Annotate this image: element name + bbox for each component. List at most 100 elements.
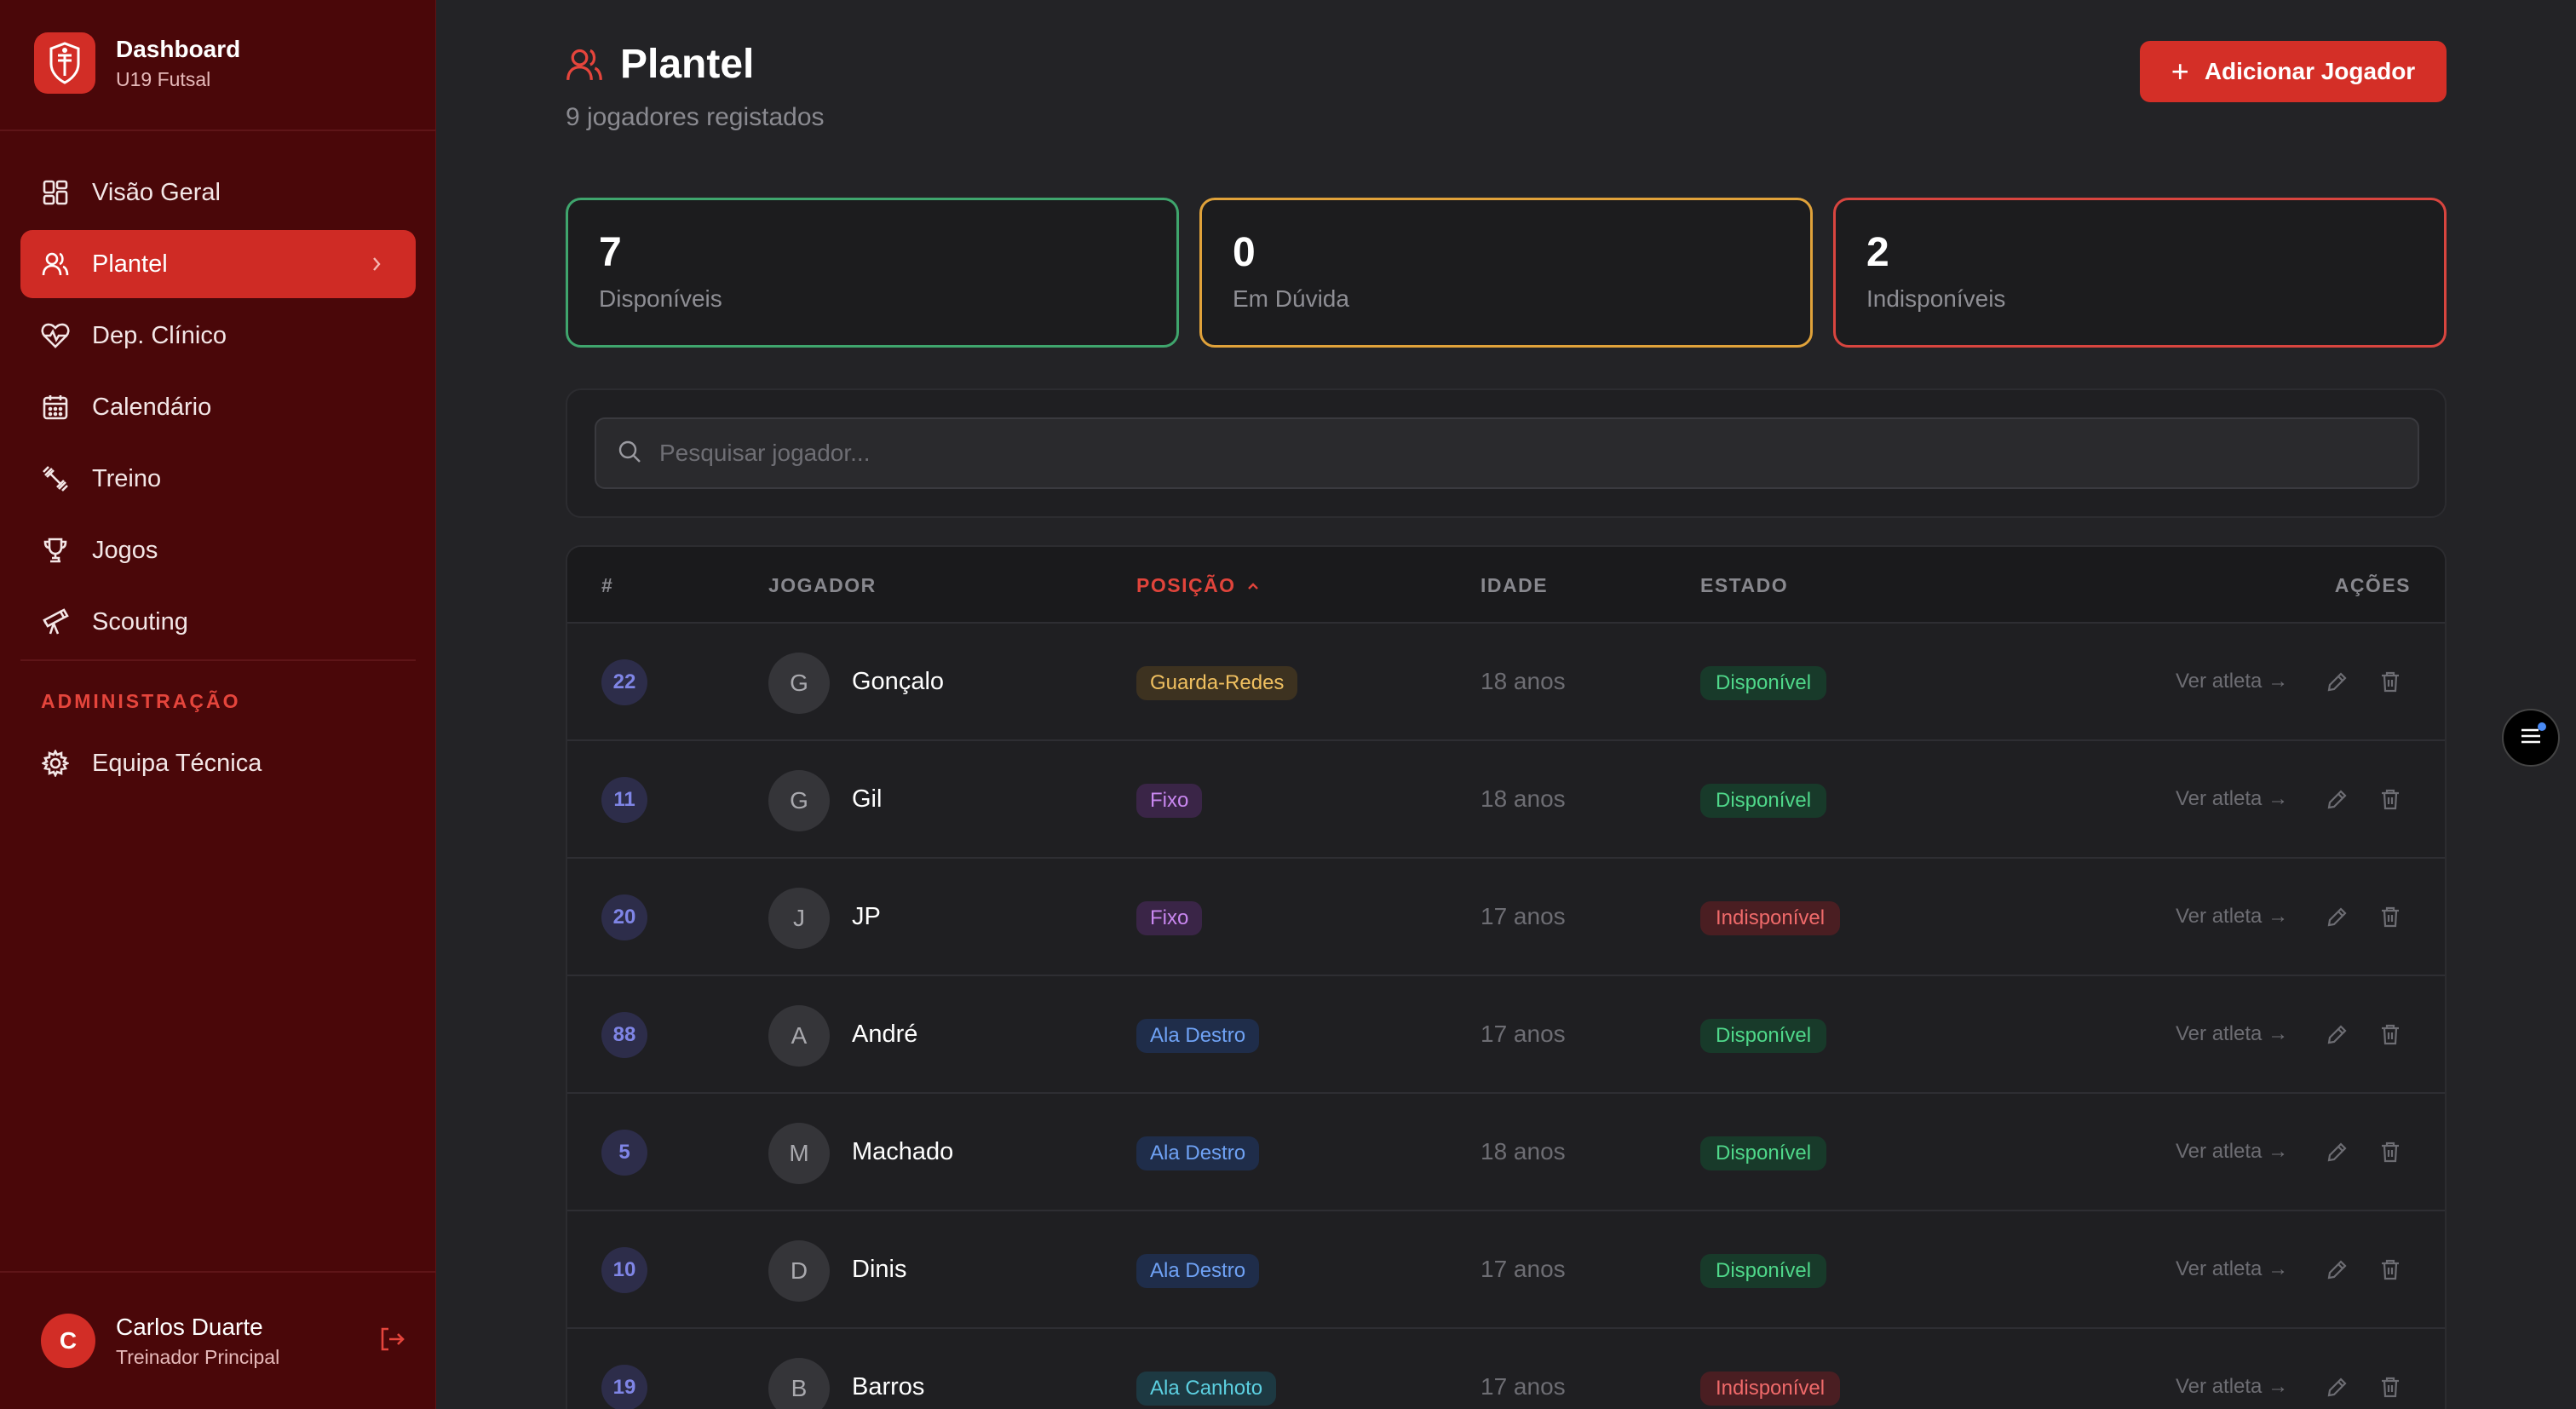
player-name: JP: [852, 903, 881, 930]
position-badge: Ala Destro: [1136, 1254, 1260, 1288]
search-input[interactable]: [659, 440, 2363, 467]
avatar: D: [768, 1240, 830, 1302]
trash-icon[interactable]: [2377, 903, 2404, 930]
brand[interactable]: Dashboard U19 Futsal: [34, 32, 240, 94]
brand-subtitle: U19 Futsal: [116, 68, 211, 90]
sidebar-item-label: Visão Geral: [92, 178, 221, 206]
sidebar-divider: [20, 659, 416, 661]
floating-menu-button[interactable]: [2502, 709, 2560, 767]
player-age: 18 anos: [1481, 1138, 1566, 1165]
header-status[interactable]: ESTADO: [1700, 574, 1789, 596]
table-row[interactable]: 88 A André Ala Destro 17 anos Disponível Ver a…: [567, 976, 2445, 1094]
stat-card-doubtful: 0 Em Dúvida: [1199, 198, 1813, 348]
player-age: 17 anos: [1481, 903, 1566, 929]
users-icon: [41, 250, 70, 279]
table-row[interactable]: 10 D Dinis Ala Destro 17 anos Disponível Ver a…: [567, 1211, 2445, 1329]
table-header: # JOGADOR POSIÇÃO IDADE ESTADO AÇÕES: [567, 547, 2445, 624]
player-name: André: [852, 1021, 918, 1048]
sidebar-item-scouting[interactable]: Scouting: [20, 588, 416, 656]
player-age: 18 anos: [1481, 668, 1566, 694]
stat-card-available: 7 Disponíveis: [566, 198, 1179, 348]
view-athlete-link[interactable]: Ver atleta →: [2176, 905, 2289, 928]
jersey-number: 5: [601, 1130, 647, 1176]
edit-icon[interactable]: [2324, 668, 2351, 695]
sidebar-item-jogos[interactable]: Jogos: [20, 516, 416, 584]
header-position-label: POSIÇÃO: [1136, 574, 1236, 596]
player-name: Machado: [852, 1138, 954, 1165]
sidebar-item-label: Plantel: [92, 250, 168, 278]
jersey-number: 88: [601, 1012, 647, 1058]
trash-icon[interactable]: [2377, 1021, 2404, 1048]
calendar-icon: [41, 393, 70, 422]
status-badge: Disponível: [1700, 666, 1827, 700]
grid-icon: [41, 178, 70, 207]
stat-value: 2: [1866, 230, 1889, 275]
table-row[interactable]: 5 M Machado Ala Destro 18 anos Disponível Ver …: [567, 1094, 2445, 1211]
position-badge: Ala Destro: [1136, 1136, 1260, 1170]
edit-icon[interactable]: [2324, 1138, 2351, 1165]
sidebar-item-visao-geral[interactable]: Visão Geral: [20, 158, 416, 227]
header-actions: AÇÕES: [2334, 574, 2411, 596]
player-age: 17 anos: [1481, 1373, 1566, 1400]
header-number[interactable]: #: [601, 574, 614, 596]
view-athlete-link[interactable]: Ver atleta →: [2176, 670, 2289, 693]
stat-card-unavailable: 2 Indisponíveis: [1833, 198, 2447, 348]
add-player-button[interactable]: + Adicionar Jogador: [2140, 41, 2447, 102]
sidebar-item-equipa-tecnica[interactable]: Equipa Técnica: [20, 729, 416, 797]
player-name: Gil: [852, 785, 883, 813]
table-row[interactable]: 22 G Gonçalo Guarda-Redes 18 anos Disponível V…: [567, 624, 2445, 741]
edit-icon[interactable]: [2324, 785, 2351, 813]
search-icon: [617, 439, 642, 469]
view-athlete-link[interactable]: Ver atleta →: [2176, 1257, 2289, 1280]
player-age: 17 anos: [1481, 1021, 1566, 1047]
chevron-right-icon: [361, 249, 392, 286]
trash-icon[interactable]: [2377, 1373, 2404, 1400]
sidebar-item-calendario[interactable]: Calendário: [20, 373, 416, 441]
position-badge: Guarda-Redes: [1136, 666, 1298, 700]
view-athlete-link[interactable]: Ver atleta →: [2176, 787, 2289, 810]
sidebar-item-plantel[interactable]: Plantel: [20, 230, 416, 298]
avatar: A: [768, 1005, 830, 1067]
header-player[interactable]: JOGADOR: [768, 574, 877, 596]
avatar: B: [768, 1358, 830, 1409]
view-athlete-link[interactable]: Ver atleta →: [2176, 1375, 2289, 1398]
sidebar-item-label: Treino: [92, 464, 162, 492]
edit-icon[interactable]: [2324, 903, 2351, 930]
view-athlete-link[interactable]: Ver atleta →: [2176, 1022, 2289, 1045]
search-box[interactable]: [595, 417, 2419, 489]
trash-icon[interactable]: [2377, 785, 2404, 813]
table-row[interactable]: 19 B Barros Ala Canhoto 17 anos Indisponível V…: [567, 1329, 2445, 1409]
dumbbell-icon: [41, 464, 70, 493]
trash-icon[interactable]: [2377, 668, 2404, 695]
player-age: 18 anos: [1481, 785, 1566, 812]
stat-label: Indisponíveis: [1866, 285, 2006, 312]
header-position[interactable]: POSIÇÃO: [1136, 574, 1262, 597]
avatar: J: [768, 888, 830, 949]
edit-icon[interactable]: [2324, 1373, 2351, 1400]
table-row[interactable]: 11 G Gil Fixo 18 anos Disponível Ver atleta →: [567, 741, 2445, 859]
players-table: # JOGADOR POSIÇÃO IDADE ESTADO AÇÕES 22 G…: [566, 545, 2447, 1409]
brand-title: Dashboard: [116, 36, 241, 62]
user-role: Treinador Principal: [116, 1346, 280, 1368]
sidebar-item-dep-clinico[interactable]: Dep. Clínico: [20, 302, 416, 370]
view-athlete-link[interactable]: Ver atleta →: [2176, 1140, 2289, 1163]
stat-label: Disponíveis: [599, 285, 722, 312]
logout-icon[interactable]: [377, 1324, 407, 1359]
trash-icon[interactable]: [2377, 1138, 2404, 1165]
status-badge: Disponível: [1700, 1136, 1827, 1170]
page-title: Plantel: [620, 42, 755, 87]
player-age: 17 anos: [1481, 1256, 1566, 1282]
header-age[interactable]: IDADE: [1481, 574, 1549, 596]
avatar: G: [768, 653, 830, 714]
position-badge: Fixo: [1136, 901, 1203, 935]
table-row[interactable]: 20 J JP Fixo 17 anos Indisponível Ver atleta →: [567, 859, 2445, 976]
users-icon: [566, 46, 603, 83]
edit-icon[interactable]: [2324, 1021, 2351, 1048]
avatar: G: [768, 770, 830, 831]
trash-icon[interactable]: [2377, 1256, 2404, 1283]
edit-icon[interactable]: [2324, 1256, 2351, 1283]
position-badge: Fixo: [1136, 784, 1203, 818]
telescope-icon: [41, 607, 70, 636]
user-profile[interactable]: C Carlos Duarte Treinador Principal: [41, 1312, 407, 1370]
sidebar-item-treino[interactable]: Treino: [20, 445, 416, 513]
